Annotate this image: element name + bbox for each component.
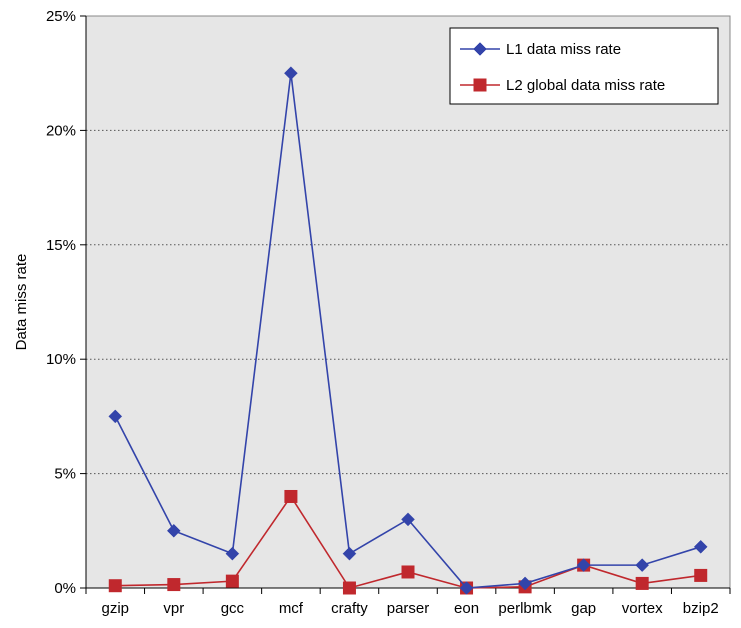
data-point [635, 576, 649, 590]
plot-area [85, 15, 731, 589]
legend: L1 data miss rate L2 global data miss rat… [449, 27, 719, 105]
data-point [401, 565, 415, 579]
x-tick-label: mcf [279, 600, 304, 617]
axes [80, 15, 731, 594]
data-point [166, 523, 181, 538]
x-tick-label: gap [571, 600, 596, 617]
series-layer [108, 66, 708, 595]
legend-label: L1 data miss rate [506, 41, 621, 58]
legend-marker [473, 42, 487, 56]
data-point [342, 546, 357, 561]
x-tick-label: crafty [331, 600, 368, 617]
data-point [225, 574, 239, 588]
data-point [693, 539, 708, 554]
data-point [108, 579, 122, 593]
legend-item: L2 global data miss rate [460, 77, 665, 94]
legend-marker [473, 78, 487, 92]
x-tick-label: gzip [102, 600, 130, 617]
data-point [576, 558, 591, 572]
series-l1 [108, 66, 708, 595]
legend-item: L1 data miss rate [460, 41, 621, 58]
gridlines [86, 129, 730, 475]
y-tick-label: 5% [54, 466, 76, 483]
data-point [284, 66, 298, 81]
y-tick-label: 10% [46, 351, 76, 368]
y-tick-label: 0% [54, 580, 76, 597]
y-axis-ticks: 0% 5% 10% 15% 20% 25% [46, 8, 76, 597]
y-tick-label: 15% [46, 237, 76, 254]
data-point [459, 581, 474, 595]
legend-box [449, 27, 719, 105]
y-axis-label: Data miss rate [13, 254, 30, 351]
data-point [401, 512, 415, 527]
x-tick-label: gcc [221, 600, 245, 617]
data-point [108, 409, 123, 424]
x-tick-label: eon [454, 600, 479, 617]
x-tick-label: parser [387, 600, 430, 617]
y-tick-label: 20% [46, 122, 76, 139]
data-point [225, 546, 240, 561]
legend-label: L2 global data miss rate [506, 77, 665, 94]
data-point [694, 568, 708, 582]
data-point [342, 581, 356, 595]
data-point [167, 578, 181, 592]
data-point [284, 489, 298, 503]
x-tick-label: vpr [163, 600, 184, 617]
x-tick-label: perlbmk [498, 600, 552, 617]
x-tick-label: bzip2 [683, 600, 719, 617]
y-tick-label: 25% [46, 8, 76, 25]
data-point [635, 558, 650, 572]
data-point [518, 576, 532, 591]
x-tick-label: vortex [622, 600, 663, 617]
x-axis-ticks: gzip vpr gcc mcf crafty parser eon perlbmk gap vo… [102, 600, 719, 617]
